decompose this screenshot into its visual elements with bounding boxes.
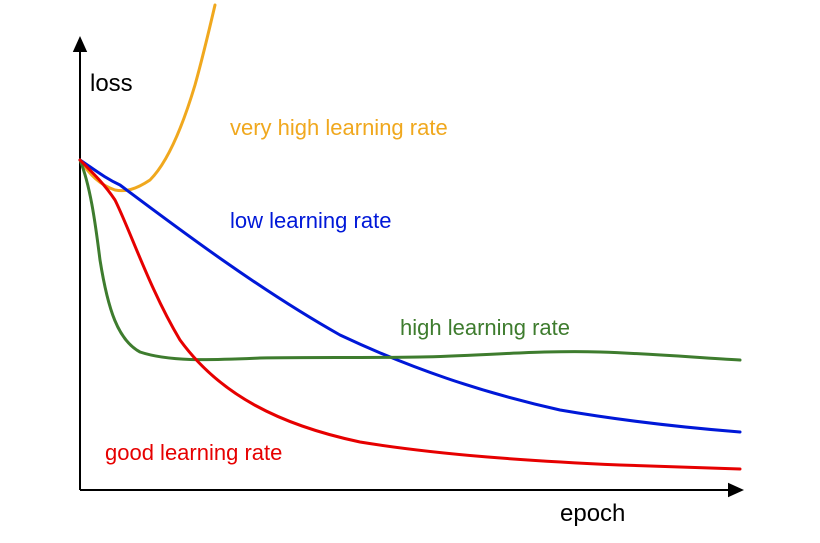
label-low-lr: low learning rate — [230, 208, 391, 234]
label-high-lr: high learning rate — [400, 315, 570, 341]
y-axis-label: loss — [90, 70, 133, 98]
label-good-lr: good learning rate — [105, 440, 282, 466]
x-axis-label: epoch — [560, 500, 625, 528]
curve-low-lr — [80, 160, 740, 432]
learning-rate-chart: loss epoch very high learning rate low l… — [0, 0, 820, 543]
label-very-high-lr: very high learning rate — [230, 115, 448, 141]
